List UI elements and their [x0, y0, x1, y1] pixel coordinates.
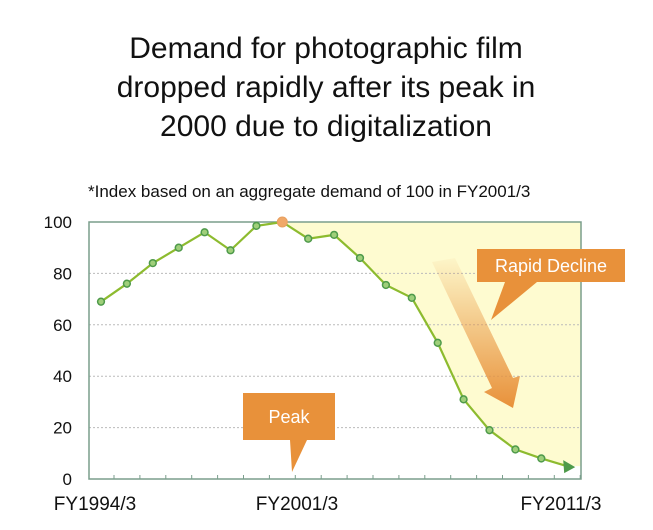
- decline-callout-box: [477, 249, 625, 320]
- data-point: [148, 258, 157, 268]
- y-tick-label: 20: [53, 419, 72, 438]
- peak-callout: Peak: [243, 393, 335, 472]
- data-point: [537, 454, 546, 463]
- data-point: [252, 221, 261, 231]
- decline-callout: Rapid Decline: [432, 249, 625, 408]
- y-tick-label: 40: [53, 367, 72, 386]
- data-point: [329, 230, 339, 240]
- plot-frame: [88, 221, 582, 480]
- y-tick-label: 80: [53, 264, 72, 283]
- decline-label: Rapid Decline: [495, 256, 607, 276]
- chart-subtitle: *Index based on an aggregate demand of 1…: [88, 182, 530, 201]
- data-point: [485, 426, 494, 435]
- y-tick-label: 100: [44, 213, 72, 232]
- data-point: [511, 445, 520, 454]
- data-point: [122, 279, 132, 288]
- title-line-2: dropped rapidly after its peak in: [117, 71, 536, 104]
- x-tick-label: FY2011/3: [521, 494, 602, 515]
- x-tick-label: FY2001/3: [256, 494, 338, 515]
- data-point: [200, 228, 209, 237]
- x-tick-label: FY1994/3: [54, 494, 136, 515]
- data-point: [174, 243, 183, 252]
- y-tick-label: 60: [53, 316, 72, 335]
- decline-arrow-icon: [432, 258, 520, 408]
- title-line-3: 2000 due to digitalization: [160, 110, 492, 143]
- data-point: [459, 395, 468, 404]
- data-point: [407, 293, 416, 302]
- peak-callout-box: [243, 393, 335, 472]
- title-line-1: Demand for photographic film: [129, 32, 523, 65]
- series-end-arrow-icon: [563, 460, 576, 474]
- data-point: [226, 246, 235, 255]
- data-point: [96, 297, 106, 306]
- y-tick-label: 0: [63, 470, 72, 489]
- data-point: [355, 253, 365, 263]
- data-point: [304, 234, 313, 243]
- data-point: [381, 280, 391, 290]
- peak-marker: [276, 216, 288, 228]
- data-point: [433, 338, 442, 347]
- peak-label: Peak: [268, 407, 310, 427]
